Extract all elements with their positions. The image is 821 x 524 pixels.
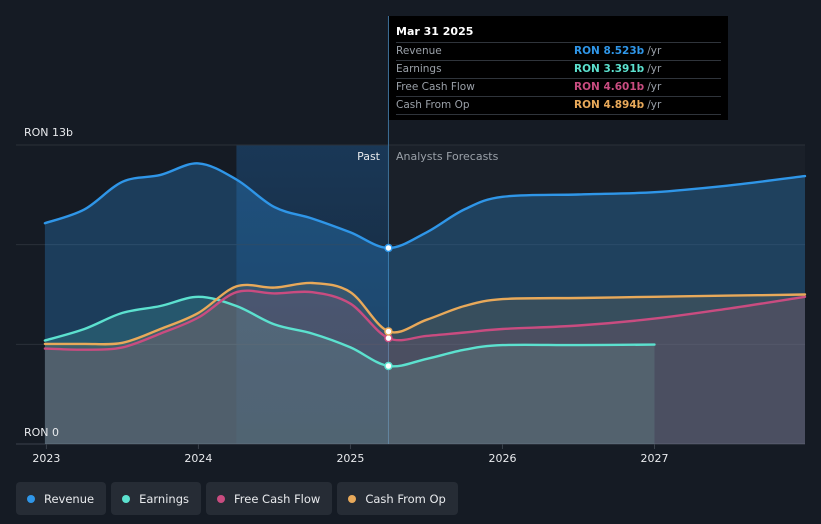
revenue-line: [43, 162, 807, 250]
legend-label: Cash From Op: [365, 491, 446, 506]
hover-tooltip: Mar 31 2025 Revenue RON 8.523b/yr Earnings…: [389, 16, 728, 120]
tooltip-unit: /yr: [647, 99, 662, 111]
x-tick-label: 2026: [488, 452, 516, 465]
earnings-marker: [384, 361, 393, 371]
legend-item-free-cash-flow[interactable]: Free Cash Flow: [206, 482, 333, 515]
past-label: Past: [357, 150, 381, 163]
free-cash-flow-area: [44, 290, 805, 444]
tooltip-row: Cash From Op RON 4.894b/yr: [396, 96, 721, 115]
earnings-area: [44, 296, 655, 444]
tooltip-row: Free Cash Flow RON 4.601b/yr: [396, 78, 721, 96]
tooltip-unit: /yr: [647, 63, 662, 75]
legend-label: Free Cash Flow: [234, 491, 321, 506]
x-tick-label: 2027: [640, 452, 668, 465]
legend: Revenue Earnings Free Cash Flow Cash From O…: [16, 482, 458, 515]
tooltip-value: RON 4.601b: [574, 81, 645, 93]
legend-dot-icon: [27, 494, 35, 503]
earnings-line: [43, 295, 656, 368]
free-cash-flow-marker: [384, 333, 393, 343]
revenue-marker: [384, 243, 393, 253]
legend-item-earnings[interactable]: Earnings: [111, 482, 201, 515]
y-axis-bottom-label: RON 0: [24, 426, 59, 439]
legend-item-cash-from-op[interactable]: Cash From Op: [337, 482, 458, 515]
tooltip-label: Earnings: [396, 63, 442, 75]
legend-label: Revenue: [44, 491, 95, 506]
cash-from-op-marker: [384, 327, 393, 336]
tooltip-value: RON 8.523b: [574, 45, 645, 57]
tooltip-label: Cash From Op: [396, 99, 470, 111]
revenue-area: [44, 163, 805, 445]
legend-item-revenue[interactable]: Revenue: [16, 482, 107, 515]
tooltip-unit: /yr: [647, 45, 662, 57]
legend-label: Earnings: [139, 491, 189, 506]
legend-dot-icon: [217, 494, 225, 503]
tooltip-label: Free Cash Flow: [396, 81, 475, 93]
tooltip-value: RON 4.894b: [574, 99, 645, 111]
tooltip-unit: /yr: [647, 81, 662, 93]
x-tick-label: 2024: [184, 452, 212, 465]
x-tick-label: 2023: [32, 452, 60, 465]
tooltip-row: Earnings RON 3.391b/yr: [396, 60, 721, 78]
legend-dot-icon: [348, 494, 357, 503]
tooltip-row: Revenue RON 8.523b/yr: [396, 42, 721, 60]
tooltip-date: Mar 31 2025: [396, 25, 474, 38]
cash-from-op-line: [43, 281, 807, 346]
tooltip-value: RON 3.391b: [574, 63, 645, 75]
x-tick-label: 2025: [336, 452, 364, 465]
y-axis-top-label: RON 13b: [24, 126, 73, 139]
free-cash-flow-line: [43, 289, 807, 351]
forecast-label: Analysts Forecasts: [396, 150, 499, 163]
past-highlight-band: [236, 145, 389, 444]
tooltip-label: Revenue: [396, 45, 442, 57]
legend-dot-icon: [122, 494, 131, 503]
